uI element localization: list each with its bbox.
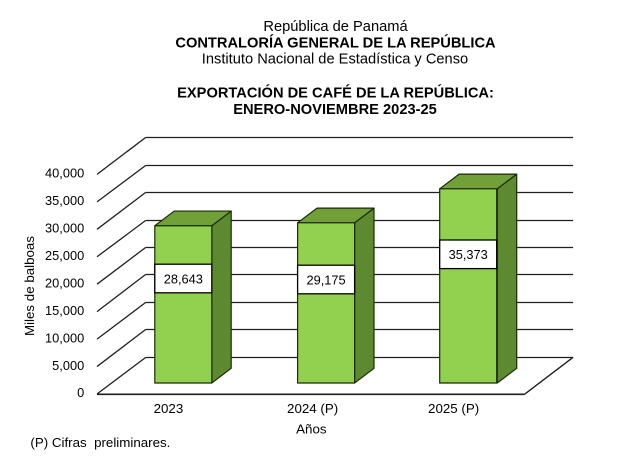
svg-text:ENERO-NOVIEMBRE 2023-25: ENERO-NOVIEMBRE 2023-25 (233, 102, 437, 118)
svg-text:35,373: 35,373 (449, 247, 488, 262)
svg-text:EXPORTACIÓN DE CAFÉ DE LA REPÚ: EXPORTACIÓN DE CAFÉ DE LA REPÚBLICA: (177, 84, 494, 102)
svg-text:5,000: 5,000 (52, 358, 84, 373)
svg-text:(P) Cifras preliminares.: (P) Cifras preliminares. (30, 435, 170, 450)
svg-text:0: 0 (77, 385, 84, 400)
svg-text:Miles de balboas: Miles de balboas (22, 236, 37, 336)
svg-text:15,000: 15,000 (45, 303, 84, 318)
svg-text:Instituto Nacional de Estadíst: Instituto Nacional de Estadística y Cens… (202, 52, 468, 68)
svg-text:CONTRALORÍA GENERAL DE LA REPÚ: CONTRALORÍA GENERAL DE LA REPÚBLICA (175, 34, 496, 52)
svg-text:35,000: 35,000 (45, 193, 84, 208)
svg-text:2025 (P): 2025 (P) (428, 401, 479, 416)
svg-text:20,000: 20,000 (45, 275, 84, 290)
svg-text:2024 (P): 2024 (P) (287, 401, 338, 416)
svg-text:Años: Años (296, 422, 327, 437)
svg-text:40,000: 40,000 (45, 166, 84, 181)
svg-text:28,643: 28,643 (164, 271, 203, 286)
svg-text:2023: 2023 (154, 401, 184, 416)
svg-text:25,000: 25,000 (45, 248, 84, 263)
svg-text:29,175: 29,175 (307, 272, 346, 287)
svg-text:30,000: 30,000 (45, 221, 84, 236)
svg-text:10,000: 10,000 (45, 330, 84, 345)
svg-text:República de Panamá: República de Panamá (263, 19, 408, 35)
